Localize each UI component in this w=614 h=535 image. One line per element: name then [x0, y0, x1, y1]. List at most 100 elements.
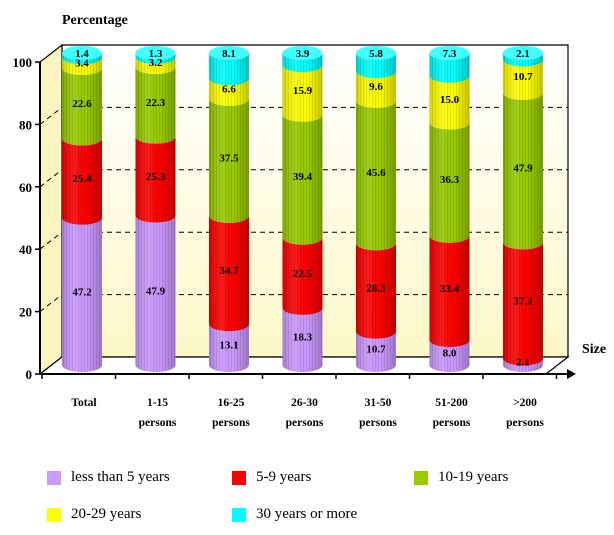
legend-label: 30 years or more — [256, 506, 358, 522]
data-label: 1.3 — [149, 48, 163, 60]
y-axis-title: Percentage — [62, 13, 128, 28]
bar-segment-shade — [209, 53, 249, 86]
bar-group: 2.1 37.2 47.9 10.7 2.1 — [503, 46, 543, 372]
bar-segment-shade — [135, 53, 176, 65]
bar-segment-shade — [356, 243, 397, 339]
bar-top-cap — [282, 46, 323, 60]
bar-segment-shade — [356, 71, 397, 109]
bar-top-cap — [135, 46, 176, 60]
data-label: 2.1 — [516, 48, 530, 60]
bar-top-cap — [62, 46, 102, 60]
bar-top-highlight — [209, 46, 249, 60]
bar-segment-shade — [282, 114, 323, 245]
data-label: 37.5 — [219, 152, 239, 164]
gridline-side — [39, 107, 63, 125]
bar-segment-shade — [356, 101, 397, 251]
bar-segment-shade — [282, 307, 323, 373]
data-label: 1.4 — [75, 48, 89, 60]
x-tick-label: persons — [506, 417, 544, 429]
bar-top-cap — [429, 46, 470, 60]
data-label: 39.4 — [293, 171, 313, 183]
data-label: 37.2 — [513, 295, 533, 307]
data-label: 47.9 — [146, 285, 166, 297]
bar-segment-shade — [209, 324, 249, 372]
bar-segment-shade — [62, 57, 102, 75]
bar-segment-shade — [135, 136, 176, 223]
x-tick-label: >200 — [513, 397, 537, 409]
bar-group: 13.1 34.7 37.5 6.6 8.1 — [209, 46, 249, 372]
bar-group: 18.3 22.5 39.4 15.9 3.9 — [282, 46, 323, 373]
bar-top-highlight — [429, 46, 470, 60]
bar-segment-shade — [503, 92, 543, 250]
bar-segment-shade — [209, 215, 249, 332]
legend-swatch — [232, 507, 246, 522]
bar-segment-shade — [62, 138, 102, 225]
data-label: 5.8 — [369, 48, 383, 60]
legend-label: 5-9 years — [256, 469, 312, 485]
data-label: 15.0 — [440, 94, 460, 106]
x-axis-title: Size — [582, 342, 606, 357]
data-label: 10.7 — [513, 71, 533, 83]
x-tick-label: persons — [139, 417, 177, 429]
data-label: 3.4 — [75, 58, 89, 70]
bar-top-highlight — [503, 46, 543, 60]
data-label: 22.3 — [146, 97, 166, 109]
legend-item: 5-9 years — [232, 469, 311, 486]
data-label: 3.2 — [149, 57, 163, 69]
y-tick-label: 100 — [13, 55, 33, 70]
bar-segment-shade — [62, 53, 102, 65]
bar-segment-shade — [135, 67, 176, 144]
legend-label: 20-29 years — [71, 506, 142, 522]
x-tick-label: 16-25 — [218, 397, 245, 409]
data-label: 7.3 — [443, 48, 457, 60]
bar-segment-shade — [209, 98, 249, 223]
x-tick-label: persons — [212, 417, 250, 429]
data-label: 45.6 — [366, 167, 386, 179]
bar-segment-shade — [62, 67, 102, 146]
legend-item: 10-19 years — [414, 469, 508, 486]
data-label: 28.3 — [366, 282, 386, 294]
data-label: 47.9 — [513, 163, 533, 175]
data-label: 15.9 — [293, 85, 313, 97]
bar-top-highlight — [282, 46, 323, 60]
data-label: 10.7 — [366, 343, 386, 355]
data-label: 47.2 — [72, 286, 92, 298]
legend-label: less than 5 years — [71, 469, 170, 485]
bar-segment-shade — [503, 242, 543, 366]
side-wall — [39, 43, 63, 376]
bar-segment-shade — [503, 53, 543, 67]
y-tick-label: 60 — [19, 180, 32, 195]
x-tick-label: 51-200 — [435, 397, 468, 409]
legend-item: 30 years or more — [232, 506, 357, 523]
gridline-side — [39, 231, 63, 250]
y-tick-label: 20 — [19, 305, 32, 320]
x-tick-label: persons — [359, 417, 397, 429]
legend-item: 20-29 years — [47, 506, 141, 523]
bar-segment-shade — [282, 237, 323, 315]
x-tick-label: 26-30 — [291, 397, 318, 409]
bar-segment-shade — [429, 75, 470, 130]
bar-segment-shade — [356, 331, 397, 372]
bar-segment-shade — [62, 217, 102, 372]
bar-segment-shade — [429, 122, 470, 243]
bar-segment-shade — [429, 235, 470, 348]
data-label: 9.6 — [369, 81, 383, 93]
bar-segment-shade — [503, 59, 543, 100]
bar-segment-shade — [429, 53, 470, 83]
data-label: 6.6 — [222, 84, 236, 96]
data-label: 25.4 — [72, 173, 92, 185]
x-tick-label: Total — [71, 397, 96, 409]
bar-segment-shade — [503, 358, 543, 372]
data-label: 36.3 — [440, 174, 460, 186]
legend-label: 10-19 years — [438, 469, 509, 485]
data-label: 2.1 — [516, 357, 530, 369]
legend-swatch — [47, 507, 61, 522]
bar-top-highlight — [356, 46, 396, 60]
data-label: 8.0 — [443, 348, 457, 360]
data-label: 13.1 — [219, 340, 238, 352]
bar-group: 47.9 25.3 22.3 3.21.3 — [135, 46, 176, 373]
data-label: 22.6 — [72, 98, 92, 110]
x-tick-label: 31-50 — [365, 397, 392, 409]
x-tick-label: persons — [286, 417, 324, 429]
